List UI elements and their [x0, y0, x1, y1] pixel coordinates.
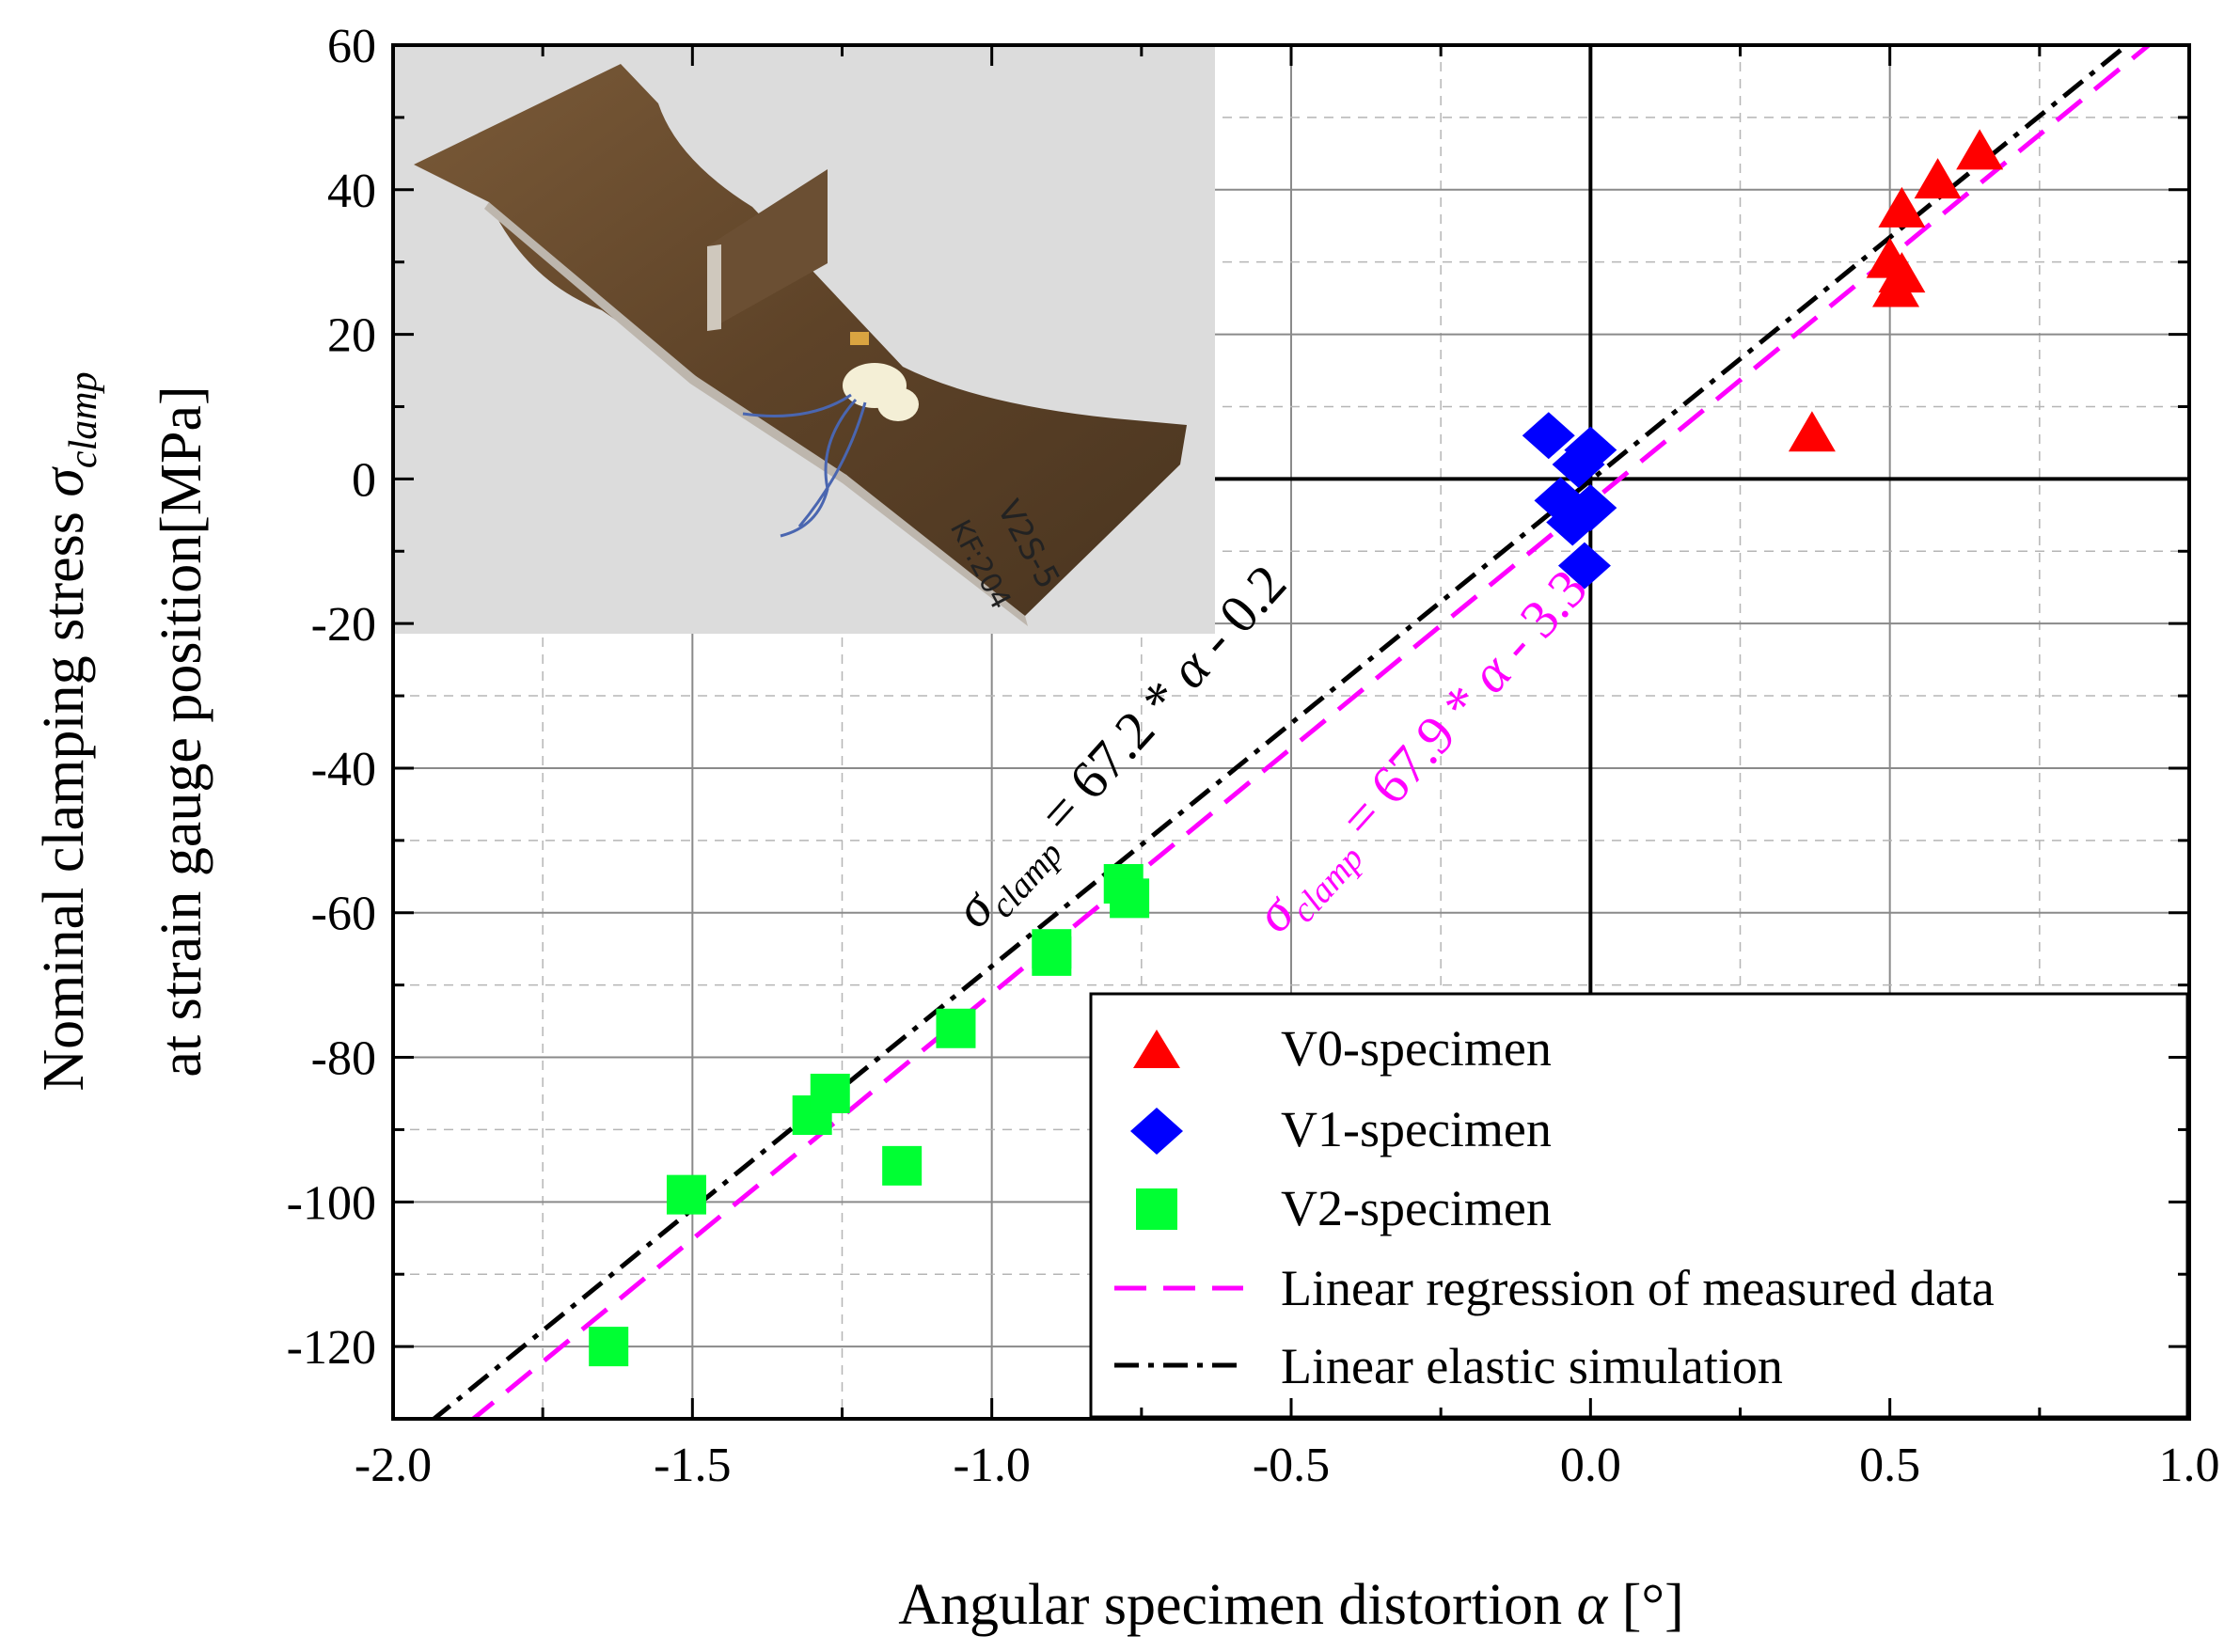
v0-point	[1788, 411, 1836, 452]
y-tick-label: -80	[311, 1032, 376, 1086]
legend-v1-label: V1-specimen	[1281, 1101, 1552, 1157]
legend-v2-label: V2-specimen	[1281, 1180, 1552, 1236]
x-axis-title: Angular specimen distortion α [°]	[898, 1573, 1684, 1637]
y-tick-label: -60	[311, 888, 376, 941]
legend: V0-specimen V1-specimen V2-specimen Line…	[1089, 992, 2189, 1419]
y-tick-label: -100	[287, 1176, 376, 1230]
x-tick-label: -1.5	[654, 1439, 731, 1492]
y-axis-title-line2: at strain gauge position[MPa]	[150, 385, 213, 1077]
x-tick-label: 1.0	[2159, 1439, 2220, 1492]
x-tick-label: -1.0	[954, 1439, 1031, 1492]
data-markers	[589, 129, 2004, 1367]
v1-point	[1557, 542, 1611, 590]
y-tick-label: -20	[311, 598, 376, 652]
legend-v0-label: V0-specimen	[1281, 1020, 1552, 1077]
y-tick-label: -40	[311, 743, 376, 796]
stiffener-plate	[707, 169, 828, 331]
simulation-line	[430, 45, 2131, 1419]
x-tick-label: 0.0	[1560, 1439, 1621, 1492]
v0-point	[1914, 158, 1962, 199]
v2-point	[882, 1145, 923, 1186]
axis-ticks	[391, 43, 2191, 1421]
v1-point	[1546, 498, 1600, 546]
y-tick-label: -120	[287, 1321, 376, 1375]
v2-point	[936, 1008, 976, 1048]
legend-simulation-label: Linear elastic simulation	[1281, 1338, 1783, 1394]
v2-point	[666, 1174, 706, 1215]
y-tick-label: 20	[327, 309, 376, 363]
x-tick-labels: -2.0 -1.5 -1.0 -0.5 0.0 0.5 1.0	[355, 1439, 2220, 1492]
y-tick-label: 40	[327, 165, 376, 218]
v2-point	[1032, 936, 1072, 976]
v1-point	[1552, 440, 1605, 488]
specimen-plate	[414, 64, 1187, 616]
y-tick-label: 60	[327, 20, 376, 73]
legend-v1-marker	[1130, 1108, 1183, 1155]
legend-v2-marker	[1136, 1188, 1177, 1230]
x-tick-label: 0.5	[1859, 1439, 1920, 1492]
gauge-wires	[742, 393, 867, 538]
y-tick-labels: -120 -100 -80 -60 -40 -20 0 20 40 60	[287, 20, 376, 1375]
v1-point	[1522, 412, 1575, 460]
legend-regression-label: Linear regression of measured data	[1281, 1260, 1995, 1316]
y-tick-label: 0	[352, 453, 376, 507]
v0-point	[1956, 129, 2004, 170]
v2-point	[810, 1073, 850, 1113]
v2-point	[1110, 878, 1150, 919]
x-tick-label: -2.0	[355, 1439, 432, 1492]
v0-point	[1878, 252, 1926, 293]
specimen-photo-inset: V2S-5 KF:204	[393, 45, 1215, 634]
y-axis-title-line1: Nominal clamping stress σclamp	[32, 371, 105, 1091]
v0-point	[1878, 186, 1926, 228]
x-tick-label: -0.5	[1253, 1439, 1330, 1492]
legend-v0-marker	[1133, 1030, 1180, 1068]
v2-point	[589, 1327, 629, 1367]
